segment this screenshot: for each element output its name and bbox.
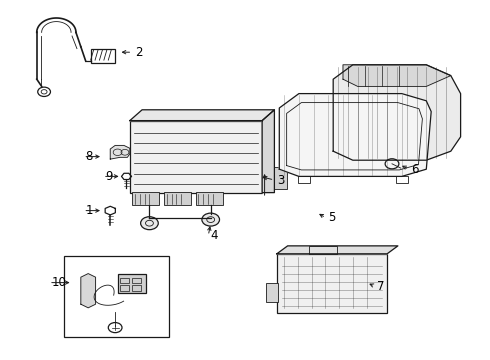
- Text: 10: 10: [51, 276, 66, 289]
- Bar: [309, 246, 337, 254]
- Text: 3: 3: [277, 174, 284, 186]
- Bar: [120, 278, 129, 283]
- Bar: [266, 283, 278, 302]
- Text: 1: 1: [86, 204, 93, 217]
- Polygon shape: [130, 110, 274, 121]
- Text: 9: 9: [105, 170, 113, 183]
- Text: 4: 4: [211, 229, 218, 242]
- Bar: [298, 176, 310, 183]
- Text: 6: 6: [412, 163, 419, 176]
- Circle shape: [141, 217, 158, 230]
- Circle shape: [202, 213, 220, 226]
- Bar: [196, 192, 223, 205]
- Polygon shape: [277, 246, 398, 254]
- Polygon shape: [343, 65, 451, 86]
- Bar: [132, 285, 141, 291]
- Bar: [118, 274, 146, 293]
- Bar: [120, 285, 129, 291]
- Text: 7: 7: [377, 280, 385, 293]
- Bar: [91, 49, 115, 63]
- Text: 8: 8: [86, 150, 93, 163]
- Polygon shape: [333, 65, 461, 160]
- Text: 2: 2: [135, 46, 142, 59]
- Polygon shape: [279, 94, 431, 176]
- Bar: [274, 167, 287, 189]
- Polygon shape: [262, 110, 274, 193]
- Bar: [132, 192, 159, 205]
- Bar: [64, 256, 169, 337]
- Bar: [164, 192, 191, 205]
- Text: 5: 5: [328, 211, 336, 224]
- Bar: [130, 121, 262, 193]
- Bar: [396, 176, 408, 183]
- Polygon shape: [81, 274, 96, 308]
- Bar: [277, 254, 387, 313]
- Bar: [132, 278, 141, 283]
- Polygon shape: [110, 145, 130, 159]
